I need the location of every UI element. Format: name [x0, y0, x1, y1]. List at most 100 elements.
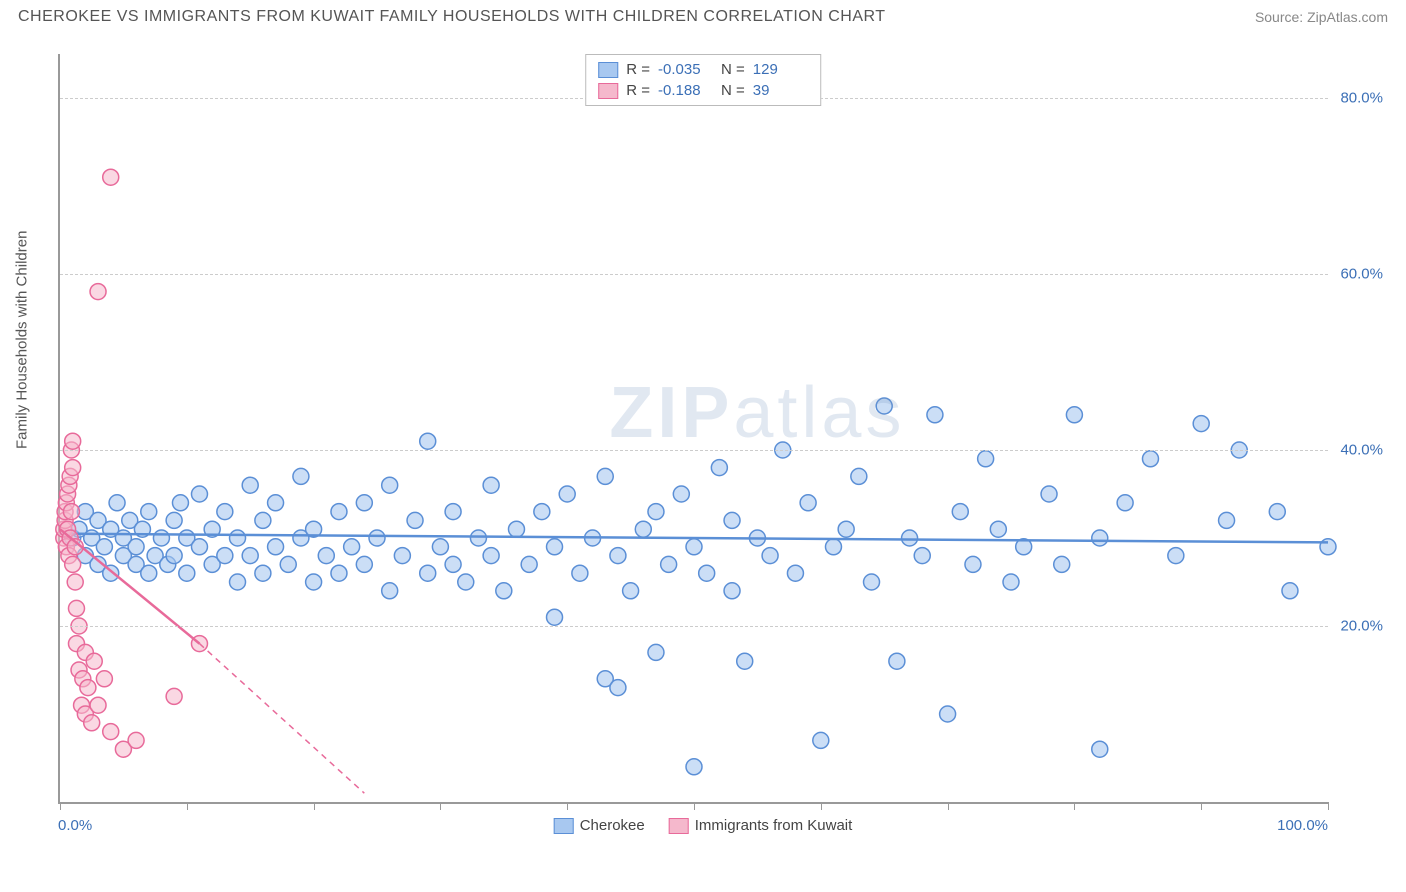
y-tick-label: 60.0%	[1340, 266, 1383, 283]
legend-correlation-row: R = -0.188 N = 39	[598, 80, 808, 101]
data-point	[394, 548, 410, 564]
data-point	[559, 486, 575, 502]
data-point	[813, 732, 829, 748]
data-point	[172, 495, 188, 511]
data-point	[103, 169, 119, 185]
legend-r-value: -0.188	[658, 82, 713, 99]
data-point	[1282, 583, 1298, 599]
data-point	[344, 539, 360, 555]
data-point	[547, 539, 563, 555]
plot-svg	[60, 54, 1328, 802]
data-point	[84, 715, 100, 731]
legend-series-label: Cherokee	[580, 817, 645, 834]
data-point	[990, 521, 1006, 537]
data-point	[1142, 451, 1158, 467]
data-point	[242, 548, 258, 564]
data-point	[293, 468, 309, 484]
data-point	[699, 565, 715, 581]
data-point	[356, 495, 372, 511]
data-point	[96, 671, 112, 687]
data-point	[382, 583, 398, 599]
chart-title: CHEROKEE VS IMMIGRANTS FROM KUWAIT FAMIL…	[18, 8, 886, 26]
data-point	[128, 732, 144, 748]
trend-line-dashed	[199, 644, 364, 794]
data-point	[851, 468, 867, 484]
data-point	[280, 556, 296, 572]
data-point	[65, 433, 81, 449]
data-point	[68, 600, 84, 616]
data-point	[711, 460, 727, 476]
data-point	[1193, 416, 1209, 432]
data-point	[927, 407, 943, 423]
data-point	[864, 574, 880, 590]
data-point	[331, 504, 347, 520]
data-point	[420, 433, 436, 449]
data-point	[191, 539, 207, 555]
legend-r-label: R =	[626, 82, 650, 99]
legend-series: Cherokee Immigrants from Kuwait	[554, 817, 853, 834]
data-point	[153, 530, 169, 546]
data-point	[572, 565, 588, 581]
data-point	[952, 504, 968, 520]
data-point	[255, 512, 271, 528]
data-point	[737, 653, 753, 669]
x-axis-min-label: 0.0%	[58, 817, 92, 834]
data-point	[978, 451, 994, 467]
data-point	[508, 521, 524, 537]
data-point	[610, 548, 626, 564]
data-point	[331, 565, 347, 581]
data-point	[65, 556, 81, 572]
legend-n-label: N =	[721, 82, 745, 99]
legend-correlation-row: R =-0.035N =129	[598, 59, 808, 80]
x-tick	[567, 802, 568, 810]
data-point	[445, 504, 461, 520]
data-point	[109, 495, 125, 511]
data-point	[166, 512, 182, 528]
x-tick	[694, 802, 695, 810]
x-tick	[187, 802, 188, 810]
x-tick	[1201, 802, 1202, 810]
legend-correlation: R =-0.035N =129 R = -0.188 N = 39	[585, 54, 821, 106]
legend-series-label: Immigrants from Kuwait	[695, 817, 853, 834]
data-point	[242, 477, 258, 493]
data-point	[597, 468, 613, 484]
data-point	[610, 680, 626, 696]
x-tick	[314, 802, 315, 810]
data-point	[420, 565, 436, 581]
plot-area: ZIPatlas 20.0%40.0%60.0%80.0%	[58, 54, 1328, 804]
data-point	[1003, 574, 1019, 590]
legend-n-value: 129	[753, 61, 808, 78]
data-point	[623, 583, 639, 599]
data-point	[90, 697, 106, 713]
y-tick-label: 20.0%	[1340, 618, 1383, 635]
data-point	[166, 548, 182, 564]
legend-swatch	[554, 818, 574, 834]
y-axis-title: Family Households with Children	[14, 231, 31, 449]
data-point	[1041, 486, 1057, 502]
data-point	[940, 706, 956, 722]
data-point	[63, 504, 79, 520]
data-point	[547, 609, 563, 625]
data-point	[255, 565, 271, 581]
data-point	[141, 504, 157, 520]
data-point	[318, 548, 334, 564]
data-point	[230, 574, 246, 590]
data-point	[179, 565, 195, 581]
data-point	[356, 556, 372, 572]
data-point	[90, 284, 106, 300]
x-tick	[1328, 802, 1329, 810]
data-point	[876, 398, 892, 414]
data-point	[724, 512, 740, 528]
data-point	[128, 539, 144, 555]
data-point	[838, 521, 854, 537]
data-point	[762, 548, 778, 564]
data-point	[86, 653, 102, 669]
data-point	[67, 574, 83, 590]
data-point	[407, 512, 423, 528]
data-point	[1092, 530, 1108, 546]
legend-series-item: Immigrants from Kuwait	[669, 817, 853, 834]
legend-n-value: 39	[753, 82, 808, 99]
data-point	[369, 530, 385, 546]
data-point	[1054, 556, 1070, 572]
data-point	[96, 539, 112, 555]
